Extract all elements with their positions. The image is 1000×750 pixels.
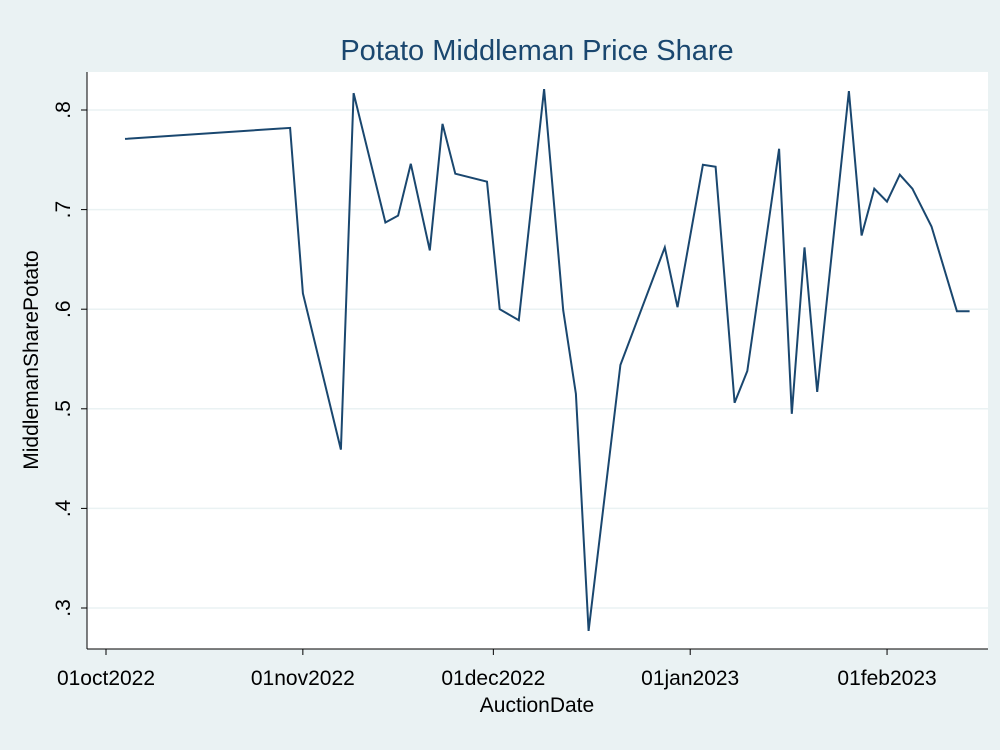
y-axis-label: MiddlemanSharePotato bbox=[20, 250, 43, 469]
x-tick-label: 01nov2022 bbox=[251, 667, 355, 690]
plot-area bbox=[87, 72, 988, 649]
y-tick-label: .8 bbox=[52, 101, 75, 119]
series-line bbox=[124, 88, 970, 632]
x-tick-label: 01feb2023 bbox=[837, 667, 936, 690]
y-tick-label: .7 bbox=[52, 201, 75, 219]
x-tick-label: 01jan2023 bbox=[641, 667, 739, 690]
y-gridlines bbox=[87, 109, 988, 609]
x-axis-ticks: 01oct2022 01nov2022 01dec2022 01jan2023 01fe… bbox=[57, 649, 937, 690]
y-axis-ticks: .3 .4 .5 .6 .7 .8 bbox=[52, 101, 87, 617]
chart-title: Potato Middleman Price Share bbox=[340, 35, 733, 67]
x-tick-label: 01dec2022 bbox=[441, 667, 545, 690]
x-tick-label: 01oct2022 bbox=[57, 667, 155, 690]
y-tick-label: .3 bbox=[52, 599, 75, 617]
x-axis-label: AuctionDate bbox=[480, 694, 594, 717]
y-tick-label: .4 bbox=[52, 499, 75, 517]
y-tick-label: .6 bbox=[52, 300, 75, 318]
y-tick-label: .5 bbox=[52, 400, 75, 418]
